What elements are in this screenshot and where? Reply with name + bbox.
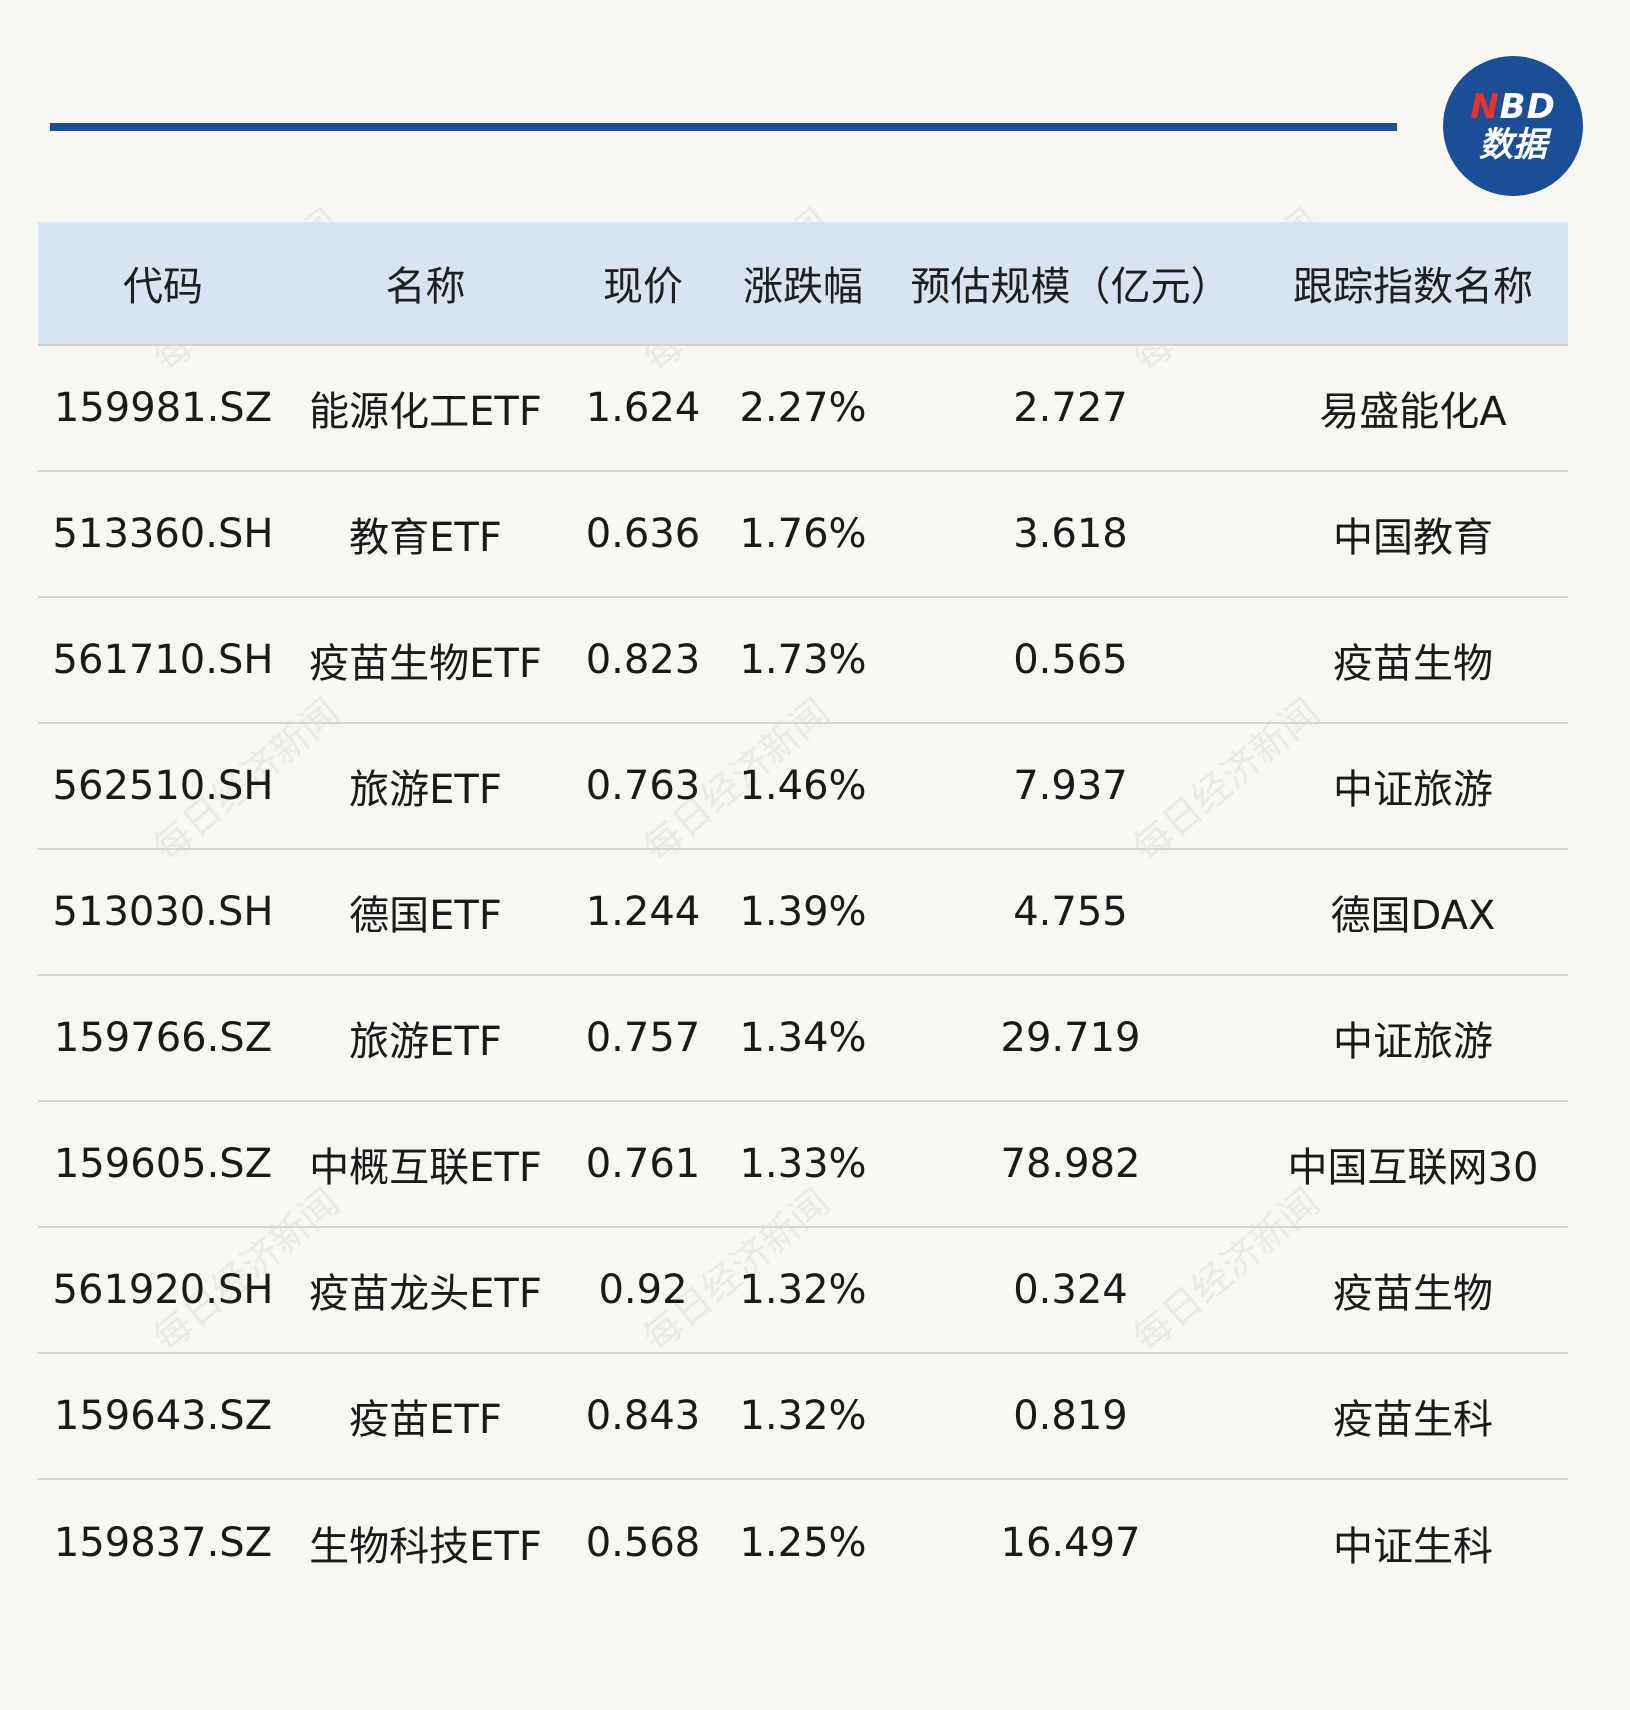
cell-scale: 0.819 <box>1013 1393 1128 1439</box>
cell-code: 159981.SZ <box>53 385 273 431</box>
header-name: 名称 <box>385 264 466 310</box>
cell-price: 0.763 <box>585 763 701 809</box>
cell-index: 中国教育 <box>1333 515 1493 561</box>
cell-change: 1.39% <box>739 889 867 935</box>
cell-scale: 0.565 <box>1013 637 1128 683</box>
cell-name: 疫苗ETF <box>349 1397 502 1443</box>
cell-code: 561920.SH <box>52 1267 274 1313</box>
cell-index: 中证生科 <box>1333 1524 1493 1570</box>
cell-code: 513030.SH <box>52 889 274 935</box>
cell-price: 0.757 <box>585 1015 701 1061</box>
cell-code: 562510.SH <box>52 763 274 809</box>
cell-price: 0.568 <box>585 1520 701 1566</box>
cell-index: 中证旅游 <box>1333 1019 1493 1065</box>
header-scale: 预估规模（亿元） <box>910 264 1231 310</box>
cell-change: 1.73% <box>739 637 867 683</box>
etf-table: 代码 名称 现价 涨跌幅 预估规模（亿元） 跟踪指数名称 159981.SZ 能源… <box>38 222 1568 1606</box>
cell-change: 1.25% <box>739 1520 867 1566</box>
cell-scale: 2.727 <box>1013 385 1128 431</box>
cell-code: 159766.SZ <box>53 1015 273 1061</box>
header-index: 跟踪指数名称 <box>1293 264 1533 310</box>
cell-index: 中证旅游 <box>1333 767 1493 813</box>
cell-index: 易盛能化A <box>1319 389 1507 435</box>
table-row: 159643.SZ 疫苗ETF 0.843 1.32% 0.819 疫苗生科 <box>38 1354 1568 1480</box>
header-price: 现价 <box>603 264 683 310</box>
header-code: 代码 <box>123 264 203 310</box>
table-header: 代码 名称 现价 涨跌幅 预估规模（亿元） 跟踪指数名称 <box>38 222 1568 346</box>
cell-change: 1.33% <box>739 1141 867 1187</box>
table-row: 562510.SH 旅游ETF 0.763 1.46% 7.937 中证旅游 <box>38 724 1568 850</box>
cell-code: 513360.SH <box>52 511 274 557</box>
cell-price: 0.761 <box>585 1141 701 1187</box>
cell-change: 1.32% <box>739 1267 867 1313</box>
table-row: 561710.SH 疫苗生物ETF 0.823 1.73% 0.565 疫苗生物 <box>38 598 1568 724</box>
table-row: 159837.SZ 生物科技ETF 0.568 1.25% 16.497 中证生科 <box>38 1480 1568 1606</box>
cell-name: 疫苗生物ETF <box>309 641 542 687</box>
cell-index: 疫苗生物 <box>1333 641 1493 687</box>
cell-name: 旅游ETF <box>349 767 502 813</box>
cell-price: 1.624 <box>585 385 701 431</box>
cell-scale: 7.937 <box>1013 763 1128 809</box>
cell-name: 疫苗龙头ETF <box>309 1271 542 1317</box>
table-row: 513030.SH 德国ETF 1.244 1.39% 4.755 德国DAX <box>38 850 1568 976</box>
nbd-logo: NBD 数据 <box>1443 56 1583 196</box>
cell-price: 0.636 <box>585 511 701 557</box>
cell-code: 159837.SZ <box>53 1520 273 1566</box>
cell-price: 0.843 <box>585 1393 701 1439</box>
cell-index: 中国互联网30 <box>1287 1145 1539 1191</box>
cell-price: 1.244 <box>585 889 701 935</box>
cell-scale: 78.982 <box>1000 1141 1141 1187</box>
cell-scale: 0.324 <box>1013 1267 1128 1313</box>
table-row: 513360.SH 教育ETF 0.636 1.76% 3.618 中国教育 <box>38 472 1568 598</box>
cell-change: 2.27% <box>739 385 867 431</box>
cell-price: 0.823 <box>585 637 701 683</box>
cell-change: 1.76% <box>739 511 867 557</box>
cell-code: 159643.SZ <box>53 1393 273 1439</box>
cell-scale: 29.719 <box>1000 1015 1141 1061</box>
logo-letters: NBD <box>1470 87 1556 127</box>
cell-index: 疫苗生科 <box>1333 1397 1493 1443</box>
cell-scale: 16.497 <box>1000 1520 1141 1566</box>
cell-change: 1.46% <box>739 763 867 809</box>
cell-name: 德国ETF <box>349 893 502 939</box>
cell-name: 生物科技ETF <box>309 1524 542 1570</box>
table-body: 159981.SZ 能源化工ETF 1.624 2.27% 2.727 易盛能化A 5133… <box>38 346 1568 1606</box>
table-row: 159981.SZ 能源化工ETF 1.624 2.27% 2.727 易盛能化A <box>38 346 1568 472</box>
cell-index: 德国DAX <box>1330 893 1496 939</box>
cell-scale: 3.618 <box>1013 511 1128 557</box>
cell-name: 能源化工ETF <box>309 389 542 435</box>
table-row: 159766.SZ 旅游ETF 0.757 1.34% 29.719 中证旅游 <box>38 976 1568 1102</box>
cell-name: 中概互联ETF <box>309 1145 542 1191</box>
cell-name: 教育ETF <box>349 515 502 561</box>
cell-index: 疫苗生物 <box>1333 1271 1493 1317</box>
table-row: 159605.SZ 中概互联ETF 0.761 1.33% 78.982 中国互联网30 <box>38 1102 1568 1228</box>
cell-name: 旅游ETF <box>349 1019 502 1065</box>
logo-subtitle: 数据 <box>1479 125 1547 165</box>
cell-scale: 4.755 <box>1013 889 1128 935</box>
table-row: 561920.SH 疫苗龙头ETF 0.92 1.32% 0.324 疫苗生物 <box>38 1228 1568 1354</box>
cell-code: 159605.SZ <box>53 1141 273 1187</box>
cell-change: 1.34% <box>739 1015 867 1061</box>
header-change: 涨跌幅 <box>743 264 863 310</box>
cell-code: 561710.SH <box>52 637 274 683</box>
cell-price: 0.92 <box>598 1267 688 1313</box>
cell-change: 1.32% <box>739 1393 867 1439</box>
top-rule <box>50 123 1397 131</box>
